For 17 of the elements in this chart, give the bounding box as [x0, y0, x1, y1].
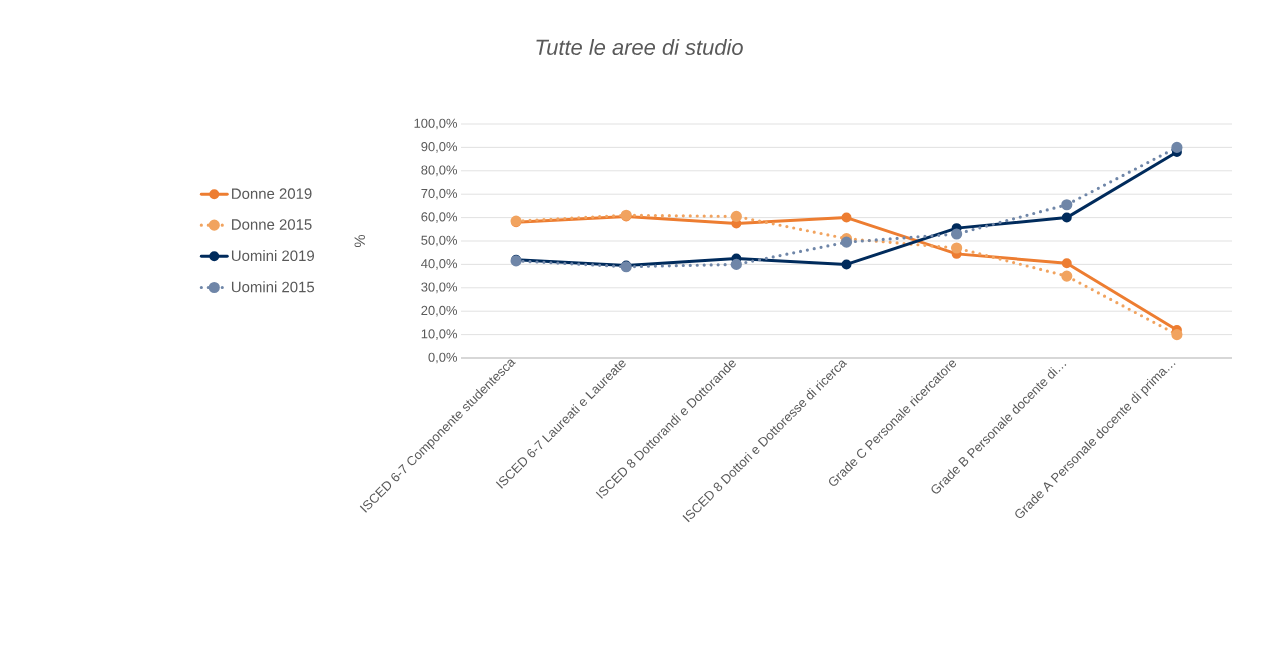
y-axis-title: %	[354, 234, 365, 248]
legend-label: Uomini 2019	[231, 250, 314, 262]
y-tick-label: 70,0%	[421, 188, 458, 200]
y-tick-label: 40,0%	[421, 259, 458, 270]
y-tick-label: 100,0%	[414, 118, 458, 130]
y-tick-label: 30,0%	[421, 282, 458, 294]
y-tick-label: 0,0%	[428, 352, 458, 364]
legend-label: Donne 2015	[232, 219, 312, 230]
legend-label: Donne 2019	[232, 188, 312, 199]
legend-label: Uomini 2015	[231, 281, 315, 293]
y-tick-label: 80,0%	[421, 165, 458, 177]
y-tick-label: 60,0%	[421, 212, 458, 223]
y-tick-label: 10,0%	[421, 329, 458, 340]
y-tick-label: 90,0%	[421, 142, 458, 153]
y-tick-label: 50,0%	[421, 235, 458, 247]
chart-title: Tutte le aree di studio	[536, 38, 743, 56]
y-tick-label: 20,0%	[421, 305, 458, 317]
